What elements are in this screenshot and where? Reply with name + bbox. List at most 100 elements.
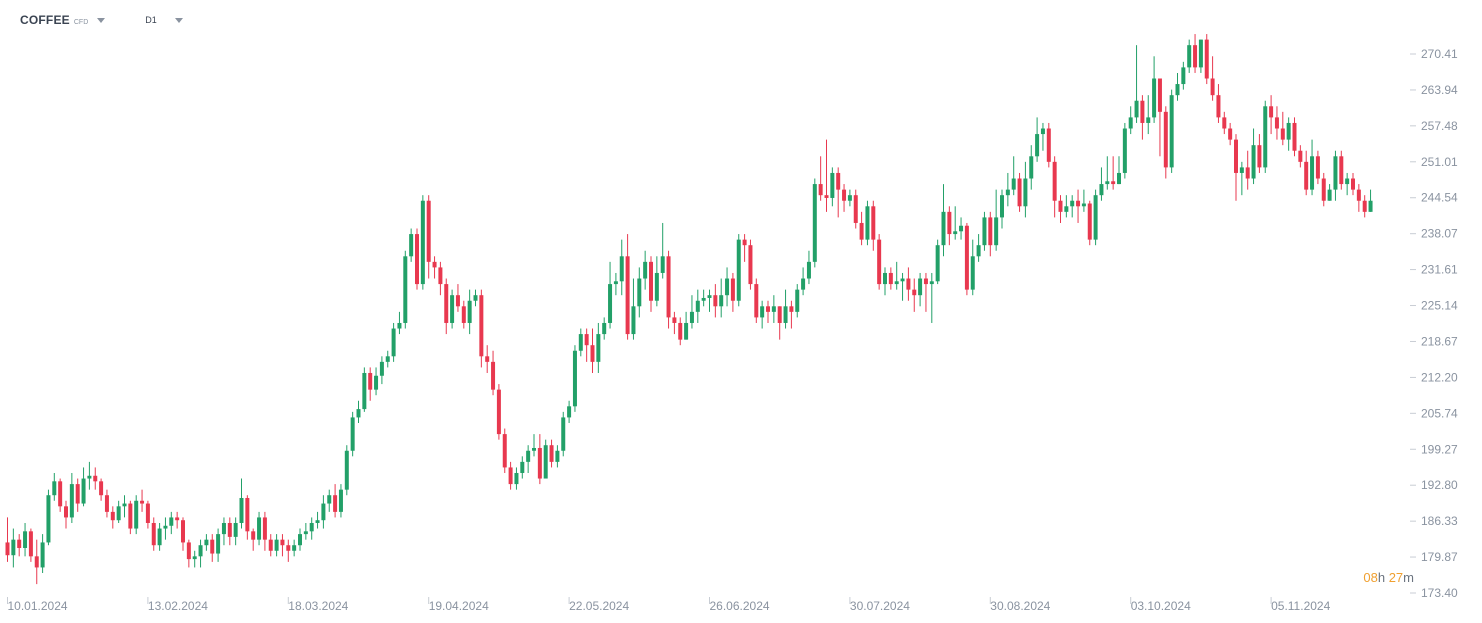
candle[interactable] — [455, 284, 460, 312]
candle[interactable] — [1005, 172, 1010, 207]
candle[interactable] — [1269, 95, 1274, 135]
candle[interactable] — [64, 500, 68, 529]
candle[interactable] — [1076, 189, 1081, 223]
candle[interactable] — [1169, 89, 1174, 173]
candle[interactable] — [175, 511, 180, 529]
candle[interactable] — [221, 517, 226, 546]
candle[interactable] — [485, 345, 490, 373]
candle[interactable] — [216, 528, 221, 562]
candle[interactable] — [1368, 189, 1373, 212]
candle[interactable] — [122, 495, 127, 518]
candle[interactable] — [555, 445, 560, 468]
candle[interactable] — [766, 300, 770, 323]
candle[interactable] — [58, 478, 63, 512]
candle[interactable] — [1040, 122, 1045, 151]
candle[interactable] — [140, 489, 145, 512]
candle[interactable] — [1263, 100, 1268, 173]
candle[interactable] — [789, 300, 794, 329]
candle[interactable] — [496, 384, 501, 440]
candle[interactable] — [1187, 39, 1192, 73]
candle[interactable] — [1000, 189, 1004, 229]
candle[interactable] — [760, 300, 765, 329]
candle[interactable] — [988, 211, 993, 257]
candle[interactable] — [894, 261, 899, 290]
candle[interactable] — [356, 400, 361, 423]
candle[interactable] — [1286, 117, 1291, 151]
candle[interactable] — [742, 234, 747, 262]
candle[interactable] — [204, 534, 209, 551]
candle[interactable] — [23, 522, 28, 557]
candle[interactable] — [543, 439, 548, 479]
candle[interactable] — [280, 534, 285, 557]
candle[interactable] — [1228, 122, 1233, 146]
candle[interactable] — [801, 267, 806, 296]
candle[interactable] — [1081, 189, 1086, 212]
candle[interactable] — [163, 517, 168, 540]
candle[interactable] — [695, 289, 700, 323]
candle[interactable] — [403, 250, 408, 329]
candle[interactable] — [11, 528, 16, 568]
candle[interactable] — [508, 461, 513, 490]
candle[interactable] — [1128, 106, 1133, 135]
candle[interactable] — [888, 267, 893, 290]
candle[interactable] — [1351, 172, 1355, 196]
candle[interactable] — [1210, 56, 1215, 101]
candle[interactable] — [783, 289, 788, 329]
candle[interactable] — [572, 345, 577, 412]
candle[interactable] — [883, 267, 887, 296]
candle[interactable] — [251, 528, 256, 551]
candle[interactable] — [964, 222, 969, 296]
candle[interactable] — [368, 367, 373, 401]
candle[interactable] — [701, 289, 706, 307]
candle[interactable] — [1193, 34, 1198, 73]
candle[interactable] — [672, 311, 677, 335]
candle[interactable] — [830, 167, 835, 207]
candle[interactable] — [824, 139, 829, 212]
candle[interactable] — [684, 311, 689, 340]
candle[interactable] — [1315, 150, 1320, 185]
candle[interactable] — [578, 328, 583, 357]
candle[interactable] — [1292, 117, 1297, 157]
candle[interactable] — [262, 511, 267, 551]
candle[interactable] — [268, 534, 273, 557]
candle[interactable] — [40, 534, 45, 573]
candle[interactable] — [198, 539, 203, 568]
candle[interactable] — [941, 184, 946, 257]
candle[interactable] — [116, 500, 121, 523]
candle[interactable] — [1122, 122, 1127, 179]
candle[interactable] — [1198, 39, 1203, 73]
candle[interactable] — [689, 295, 694, 329]
candle[interactable] — [303, 522, 308, 540]
candle[interactable] — [391, 322, 396, 362]
candle[interactable] — [584, 328, 589, 362]
candle[interactable] — [795, 284, 800, 318]
candle[interactable] — [1222, 111, 1227, 135]
candle[interactable] — [1310, 139, 1315, 196]
candle[interactable] — [1011, 156, 1016, 196]
candle[interactable] — [93, 467, 98, 490]
candle[interactable] — [906, 267, 911, 301]
candle[interactable] — [713, 284, 718, 318]
candle[interactable] — [1046, 122, 1051, 168]
candle[interactable] — [315, 511, 320, 529]
candle[interactable] — [99, 478, 104, 501]
candle[interactable] — [473, 289, 478, 307]
candle[interactable] — [81, 467, 86, 507]
candle[interactable] — [865, 200, 870, 246]
candle[interactable] — [619, 239, 624, 296]
candle[interactable] — [157, 522, 162, 551]
candle[interactable] — [181, 517, 185, 551]
candle[interactable] — [526, 445, 531, 473]
candle[interactable] — [362, 367, 367, 412]
candle[interactable] — [859, 211, 864, 246]
candle[interactable] — [46, 489, 51, 546]
candle[interactable] — [1304, 150, 1309, 196]
candle[interactable] — [17, 534, 22, 557]
candle[interactable] — [725, 267, 730, 307]
candle[interactable] — [754, 278, 759, 323]
candle[interactable] — [1111, 156, 1116, 190]
candle[interactable] — [1035, 117, 1040, 162]
candle[interactable] — [426, 195, 431, 279]
candle[interactable] — [1333, 150, 1338, 201]
